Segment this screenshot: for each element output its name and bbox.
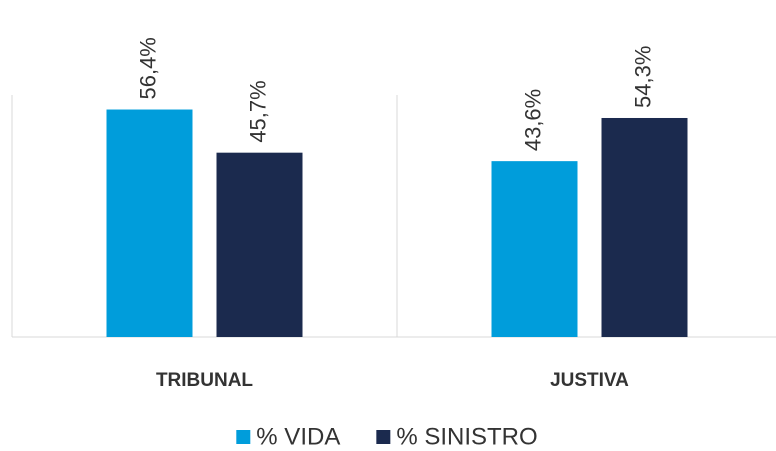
legend-swatch <box>236 430 251 444</box>
x-tick-label: JUSTIVA <box>550 370 629 391</box>
data-label: 45,7% <box>245 80 270 142</box>
bar <box>216 152 303 337</box>
bar <box>491 161 578 337</box>
legend-label: % VIDA <box>256 423 340 450</box>
bar <box>106 109 193 338</box>
x-tick-label: TRIBUNAL <box>156 370 253 391</box>
bar <box>601 117 688 338</box>
legend-label: % SINISTRO <box>396 423 537 450</box>
data-label: 54,3% <box>630 46 655 108</box>
legend-swatch <box>376 430 391 444</box>
data-label: 43,6% <box>520 89 545 151</box>
data-label: 56,4% <box>135 37 160 99</box>
